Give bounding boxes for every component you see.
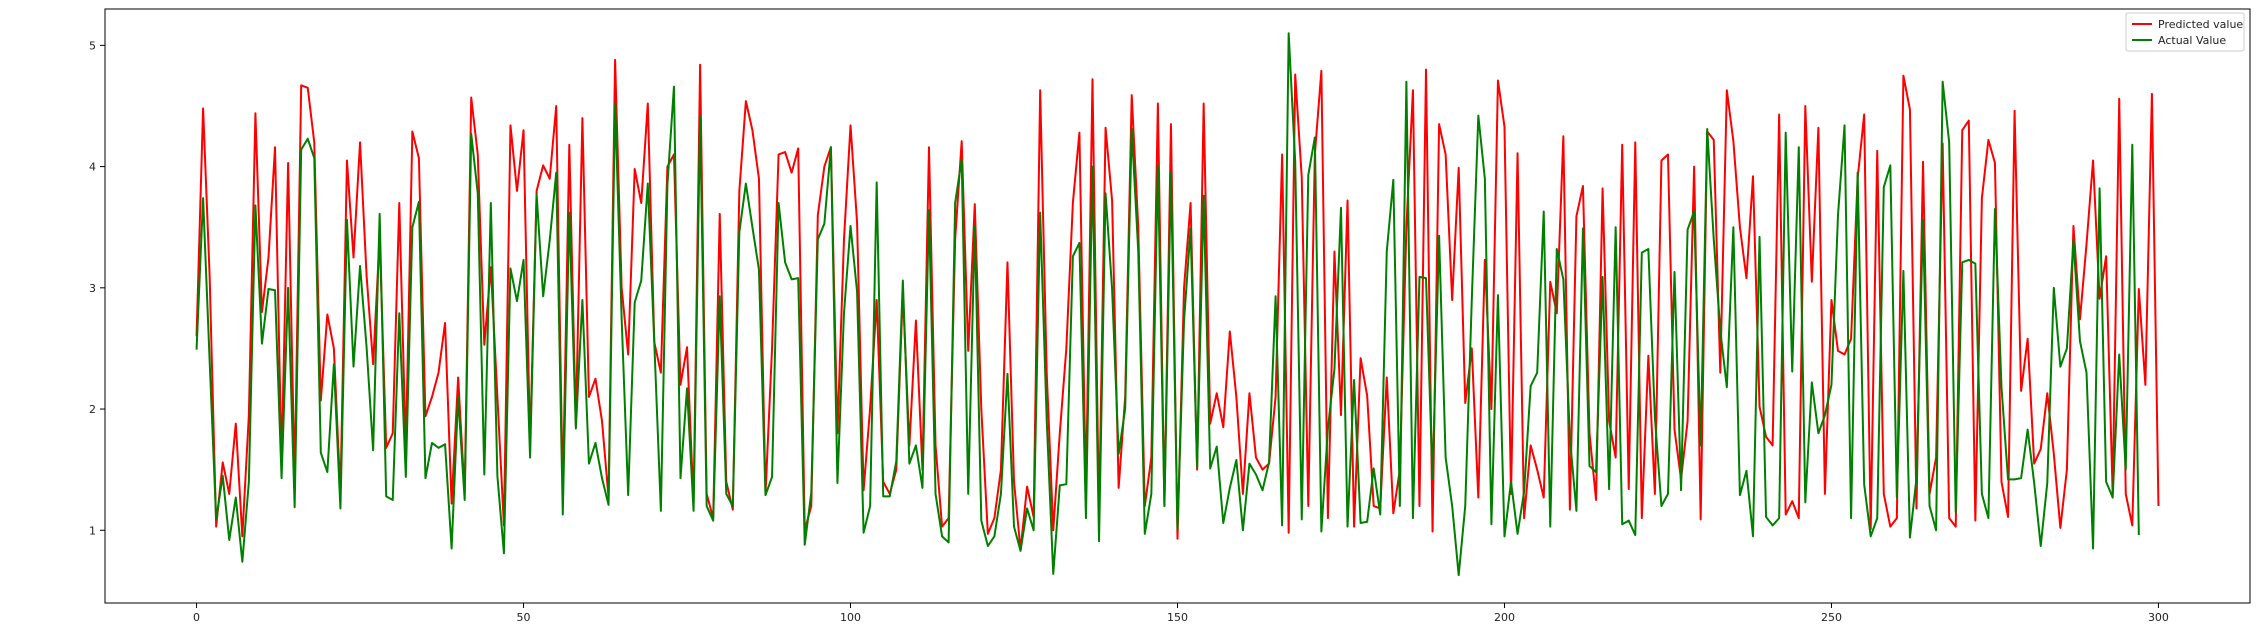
x-axis: 0 50 100 150 200 250 300	[193, 603, 2169, 624]
legend-box	[2125, 12, 2245, 52]
x-tick-label: 0	[193, 611, 200, 624]
x-tick-label: 150	[1167, 611, 1188, 624]
legend-label-actual: Actual Value	[2158, 34, 2226, 47]
legend: Predicted value Actual Value	[2125, 12, 2245, 52]
y-axis: 1 2 3 4 5	[89, 39, 105, 537]
x-tick-label: 300	[2148, 611, 2169, 624]
series-line-actual	[195, 32, 2140, 577]
x-tick-label: 100	[840, 611, 861, 624]
legend-label-predicted: Predicted value	[2158, 18, 2243, 31]
x-tick-label: 200	[1494, 611, 1515, 624]
y-tick-label: 4	[89, 161, 96, 174]
y-tick-label: 2	[89, 403, 96, 416]
y-tick-label: 1	[89, 524, 96, 537]
y-tick-label: 5	[89, 39, 96, 52]
y-tick-label: 3	[89, 282, 96, 295]
series-layer	[195, 32, 2160, 577]
x-tick-label: 50	[517, 611, 531, 624]
series-line-predicted	[195, 58, 2160, 551]
x-tick-label: 250	[1821, 611, 1842, 624]
